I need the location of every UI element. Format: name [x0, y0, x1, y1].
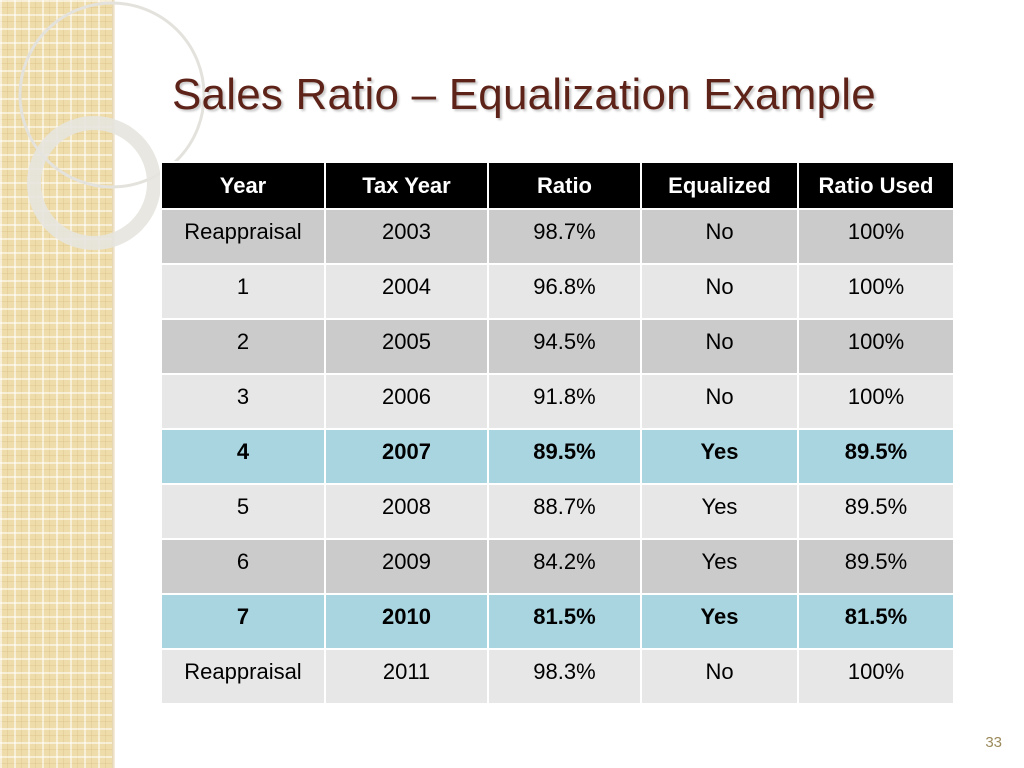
table-row-highlighted: 4 2007 89.5% Yes 89.5%	[160, 428, 955, 485]
cell-year: 2	[160, 318, 326, 375]
cell-equalized: No	[640, 318, 799, 375]
table-row: Reappraisal 2011 98.3% No 100%	[160, 648, 955, 705]
cell-ratio-used: 100%	[797, 373, 955, 430]
cell-tax-year: 2008	[324, 483, 489, 540]
table-row: 5 2008 88.7% Yes 89.5%	[160, 483, 955, 540]
cell-ratio: 84.2%	[487, 538, 642, 595]
slide-number: 33	[985, 734, 1002, 751]
header-equalized: Equalized	[640, 161, 799, 210]
cell-ratio-used: 81.5%	[797, 593, 955, 650]
cell-equalized: Yes	[640, 483, 799, 540]
decorative-side-panel	[0, 0, 113, 768]
cell-tax-year: 2006	[324, 373, 489, 430]
cell-ratio-used: 89.5%	[797, 538, 955, 595]
cell-tax-year: 2009	[324, 538, 489, 595]
header-ratio-used: Ratio Used	[797, 161, 955, 210]
cell-year: 3	[160, 373, 326, 430]
cell-equalized: Yes	[640, 593, 799, 650]
cell-equalized: Yes	[640, 538, 799, 595]
cell-ratio: 94.5%	[487, 318, 642, 375]
header-year: Year	[160, 161, 326, 210]
cell-tax-year: 2011	[324, 648, 489, 705]
cell-ratio-used: 100%	[797, 263, 955, 320]
cell-tax-year: 2003	[324, 208, 489, 265]
cell-ratio: 91.8%	[487, 373, 642, 430]
cell-year: 5	[160, 483, 326, 540]
cell-tax-year: 2007	[324, 428, 489, 485]
cell-equalized: No	[640, 648, 799, 705]
cell-ratio-used: 100%	[797, 318, 955, 375]
cell-year: 6	[160, 538, 326, 595]
table-row: 2 2005 94.5% No 100%	[160, 318, 955, 375]
side-panel-edge	[112, 0, 115, 768]
equalization-table: Year Tax Year Ratio Equalized Ratio Used…	[160, 161, 955, 705]
cell-year: 7	[160, 593, 326, 650]
cell-year: Reappraisal	[160, 648, 326, 705]
table-row: 1 2004 96.8% No 100%	[160, 263, 955, 320]
cell-tax-year: 2005	[324, 318, 489, 375]
cell-equalized: No	[640, 263, 799, 320]
cell-ratio-used: 100%	[797, 648, 955, 705]
cell-equalized: No	[640, 373, 799, 430]
cell-ratio-used: 89.5%	[797, 483, 955, 540]
cell-tax-year: 2010	[324, 593, 489, 650]
cell-equalized: Yes	[640, 428, 799, 485]
cell-ratio: 88.7%	[487, 483, 642, 540]
header-tax-year: Tax Year	[324, 161, 489, 210]
cell-ratio: 89.5%	[487, 428, 642, 485]
cell-tax-year: 2004	[324, 263, 489, 320]
cell-ratio-used: 89.5%	[797, 428, 955, 485]
cell-year: 4	[160, 428, 326, 485]
header-ratio: Ratio	[487, 161, 642, 210]
slide-title: Sales Ratio – Equalization Example	[172, 70, 876, 119]
cell-equalized: No	[640, 208, 799, 265]
cell-ratio-used: 100%	[797, 208, 955, 265]
table-row: 3 2006 91.8% No 100%	[160, 373, 955, 430]
cell-ratio: 96.8%	[487, 263, 642, 320]
cell-year: Reappraisal	[160, 208, 326, 265]
table-header-row: Year Tax Year Ratio Equalized Ratio Used	[160, 161, 955, 210]
cell-ratio: 98.7%	[487, 208, 642, 265]
table-row: 6 2009 84.2% Yes 89.5%	[160, 538, 955, 595]
cell-ratio: 81.5%	[487, 593, 642, 650]
table-row-highlighted: 7 2010 81.5% Yes 81.5%	[160, 593, 955, 650]
table-row: Reappraisal 2003 98.7% No 100%	[160, 208, 955, 265]
cell-year: 1	[160, 263, 326, 320]
cell-ratio: 98.3%	[487, 648, 642, 705]
